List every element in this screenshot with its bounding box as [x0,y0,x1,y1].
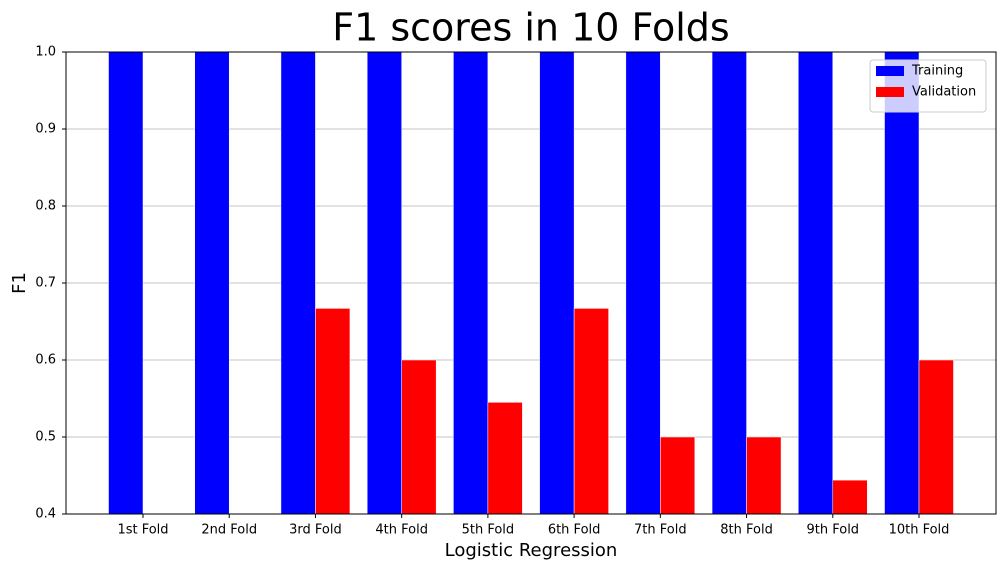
chart-title: F1 scores in 10 Folds [332,6,729,50]
bar [539,52,575,514]
x-axis-label: Logistic Regression [445,540,618,561]
legend-label: Training [911,64,963,79]
x-tick-label: 2nd Fold [201,523,257,538]
bar [401,359,437,514]
bar [660,436,696,514]
bar [918,359,954,514]
x-tick-label: 4th Fold [375,523,428,538]
y-tick-label: 1.0 [35,45,56,60]
x-tick-label: 8th Fold [720,523,773,538]
legend-label: Validation [912,85,976,100]
bar [280,52,316,514]
y-tick-label: 0.8 [35,199,56,214]
bar [487,402,523,514]
bar [625,52,661,514]
bar [194,52,230,514]
legend-swatch [876,66,904,76]
bar [832,479,868,514]
legend: Training Validation [869,59,987,113]
bar [798,52,834,514]
plot-frame [65,51,997,515]
bar [573,308,609,514]
y-tick-label: 0.4 [35,507,56,522]
bar [453,52,489,514]
x-tick-label: 7th Fold [634,523,687,538]
bar [711,52,747,514]
x-tick-label: 6th Fold [548,523,601,538]
x-tick-label: 10th Fold [889,523,950,538]
bar [315,308,351,514]
x-tick-label: 1st Fold [117,523,168,538]
y-axis-label: F1 [9,272,30,294]
bars [108,52,954,514]
bar [366,52,402,514]
bar [884,52,920,514]
x-tick-label: 5th Fold [462,523,515,538]
bar [108,52,144,514]
x-tick-label: 9th Fold [806,523,859,538]
y-tick-label: 0.7 [35,276,56,291]
y-tick-label: 0.5 [35,430,56,445]
y-tick-label: 0.9 [35,122,56,137]
x-tick-label: 3rd Fold [289,523,342,538]
legend-swatch [876,87,904,97]
y-tick-label: 0.6 [35,353,56,368]
bar [746,436,782,514]
